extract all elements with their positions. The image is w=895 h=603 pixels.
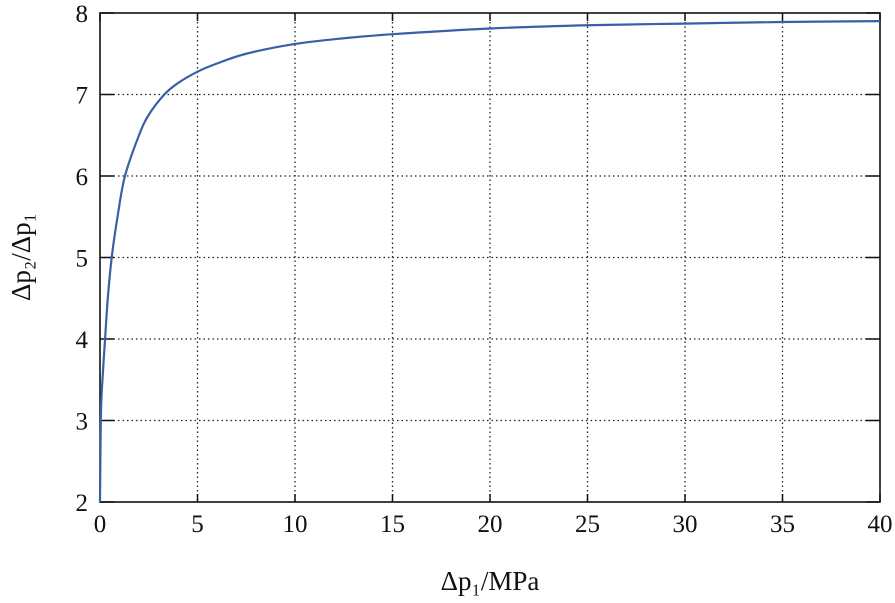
series-line xyxy=(98,20,881,503)
x-tick-label: 10 xyxy=(283,511,308,538)
y-tick-label: 4 xyxy=(76,327,89,354)
x-tick-label: 0 xyxy=(94,511,107,538)
x-axis-label: Δp₁/MPa xyxy=(441,566,540,596)
x-tick-label: 20 xyxy=(478,511,503,538)
x-tick-label: 40 xyxy=(868,511,893,538)
y-tick-label: 2 xyxy=(76,490,89,517)
y-axis-label: Δp₂/Δp₁ xyxy=(6,213,36,301)
y-tick-label: 7 xyxy=(76,83,89,110)
grid xyxy=(100,13,880,502)
x-tick-label: 5 xyxy=(191,511,204,538)
x-tick-label: 35 xyxy=(770,511,795,538)
y-tick-label: 6 xyxy=(76,164,89,191)
x-tick-label: 25 xyxy=(575,511,600,538)
y-tick-label: 8 xyxy=(76,1,89,28)
y-tick-label: 5 xyxy=(76,246,89,273)
ticks: 0 5 10 15 20 25 30 35 40 2 3 4 5 6 7 8 xyxy=(76,1,893,538)
x-tick-label: 15 xyxy=(380,511,405,538)
x-tick-label: 30 xyxy=(673,511,698,538)
y-tick-label: 3 xyxy=(76,409,89,436)
